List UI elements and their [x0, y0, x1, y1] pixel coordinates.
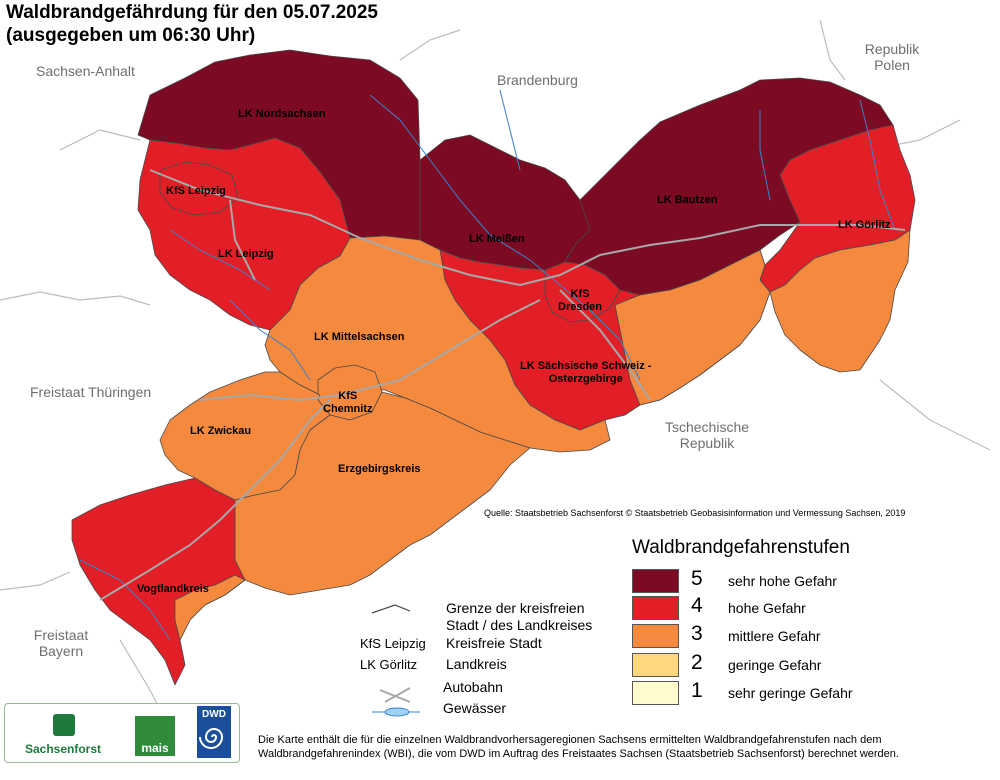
sachsenforst-logo: Sachsenforst — [13, 712, 113, 758]
region-meissen — [419, 134, 591, 271]
legend-item-2: 2 geringe Gefahr — [632, 651, 992, 677]
footer-note: Die Karte enthält die für die einzelnen … — [258, 733, 993, 761]
label-tschechien: Tschechische Republik — [655, 419, 759, 451]
label-leipzig-lk: LK Leipzig — [218, 248, 274, 260]
label-chemnitz: KfS Chemnitz — [323, 390, 373, 416]
legend-num-3: 3 — [691, 622, 703, 645]
spiral-icon — [199, 728, 224, 749]
motorways — [99, 169, 906, 601]
legend-num-5: 5 — [691, 567, 703, 590]
regions — [71, 49, 916, 686]
tree-icon — [53, 714, 75, 736]
label-saechsische-schweiz-line2: Osterzgebirge — [548, 373, 623, 385]
label-dresden-line2: Dresden — [558, 301, 603, 313]
legend-swatch-3 — [632, 624, 679, 648]
region-goerlitz-south — [769, 229, 911, 373]
label-bayern-line2: Bayern — [38, 643, 84, 659]
legend-num-2: 2 — [691, 651, 703, 674]
map-title-line1: Waldbrandgefährdung für den 05.07.2025 — [6, 2, 378, 23]
label-meissen: LK Meißen — [469, 233, 525, 245]
water-symbol — [384, 707, 410, 717]
label-dresden-line1: KfS — [570, 288, 590, 300]
legend-item-1: 1 sehr geringe Gefahr — [632, 679, 992, 705]
label-leipzig-city: KfS Leipzig — [166, 185, 226, 197]
footer-line1: Die Karte enthält die für die einzelnen … — [258, 734, 882, 746]
label-sachsen-anhalt: Sachsen-Anhalt — [36, 63, 135, 79]
label-polen-line2: Polen — [874, 57, 910, 73]
region-vogtlandkreis-south — [174, 574, 246, 641]
label-tschechien-line1: Tschechische — [664, 419, 750, 435]
legend-swatch-4 — [632, 596, 679, 620]
autobahn-symbol — [379, 687, 411, 703]
legend-text-1: sehr geringe Gefahr — [728, 685, 853, 701]
legend-swatch-1 — [632, 681, 679, 705]
label-tschechien-line2: Republik — [679, 435, 735, 451]
label-bayern-line1: Freistaat — [33, 627, 89, 643]
sachsenforst-logo-text: Sachsenforst — [24, 742, 102, 756]
label-goerlitz: LK Görlitz — [838, 219, 891, 231]
region-saechsische-schweiz-east — [614, 249, 771, 406]
label-chemnitz-line2: Chemnitz — [323, 403, 373, 415]
legend-title: Waldbrandgefahrenstufen — [632, 537, 850, 558]
legend-item-4: 4 hohe Gefahr — [632, 594, 992, 620]
label-saechsische-schweiz-line1: LK Sächsische Schweiz - — [520, 360, 652, 372]
label-polen: Republik Polen — [860, 41, 924, 73]
footer-line2: Waldbrandgefahrenindex (WBI), die vom DW… — [258, 748, 899, 760]
key-kfs-example: KfS Leipzig — [360, 636, 426, 651]
label-vogtlandkreis: Vogtlandkreis — [137, 583, 209, 595]
label-bayern: Freistaat Bayern — [28, 627, 94, 659]
label-mittelsachsen: LK Mittelsachsen — [314, 331, 405, 343]
key-border-line1: Grenze der kreisfreien — [446, 600, 585, 616]
logo-bar: Sachsenforst mais DWD — [4, 703, 240, 763]
legend-item-3: 3 mittlere Gefahr — [632, 622, 992, 648]
legend-num-4: 4 — [691, 594, 703, 617]
dwd-logo-text: DWD — [202, 709, 226, 720]
legend-text-5: sehr hohe Gefahr — [728, 573, 837, 589]
key-lk-example: LK Görlitz — [360, 657, 418, 672]
label-saechsische-schweiz: LK Sächsische Schweiz - Osterzgebirge — [520, 360, 651, 386]
key-lk-text: Landkreis — [446, 656, 507, 672]
label-polen-line1: Republik — [864, 41, 920, 57]
label-bautzen: LK Bautzen — [657, 194, 718, 206]
map-title-line2: (ausgegeben um 06:30 Uhr) — [6, 25, 256, 46]
legend-swatch-2 — [632, 653, 679, 677]
region-erzgebirgskreis — [234, 391, 531, 596]
label-zwickau: LK Zwickau — [190, 425, 252, 437]
label-dresden: KfS Dresden — [558, 288, 602, 314]
key-kfs-text: Kreisfreie Stadt — [446, 635, 542, 651]
legend-text-3: mittlere Gefahr — [728, 628, 821, 644]
legend-text-4: hohe Gefahr — [728, 600, 806, 616]
label-chemnitz-line1: KfS — [338, 390, 358, 402]
border-line-symbol — [371, 604, 411, 614]
legend-item-5: 5 sehr hohe Gefahr — [632, 567, 992, 593]
label-thueringen: Freistaat Thüringen — [30, 384, 152, 400]
dwd-logo: DWD — [197, 706, 231, 758]
key-border-line2: Stadt / des Landkreises — [446, 617, 593, 633]
source-note: Quelle: Staatsbetrieb Sachsenforst © Sta… — [484, 508, 906, 518]
label-erzgebirgskreis: Erzgebirgskreis — [338, 463, 421, 475]
key-autobahn: Autobahn — [443, 679, 503, 695]
label-brandenburg: Brandenburg — [497, 72, 578, 88]
legend-text-2: geringe Gefahr — [728, 657, 822, 673]
key-gewaesser: Gewässer — [443, 700, 507, 716]
region-leipzig-city — [159, 161, 239, 216]
key-symbols — [371, 604, 420, 717]
region-vogtlandkreis — [71, 477, 246, 686]
legend-num-1: 1 — [691, 679, 703, 702]
mais-logo: mais — [135, 716, 175, 756]
label-nordsachsen: LK Nordsachsen — [238, 108, 326, 120]
legend-swatch-5 — [632, 569, 679, 593]
